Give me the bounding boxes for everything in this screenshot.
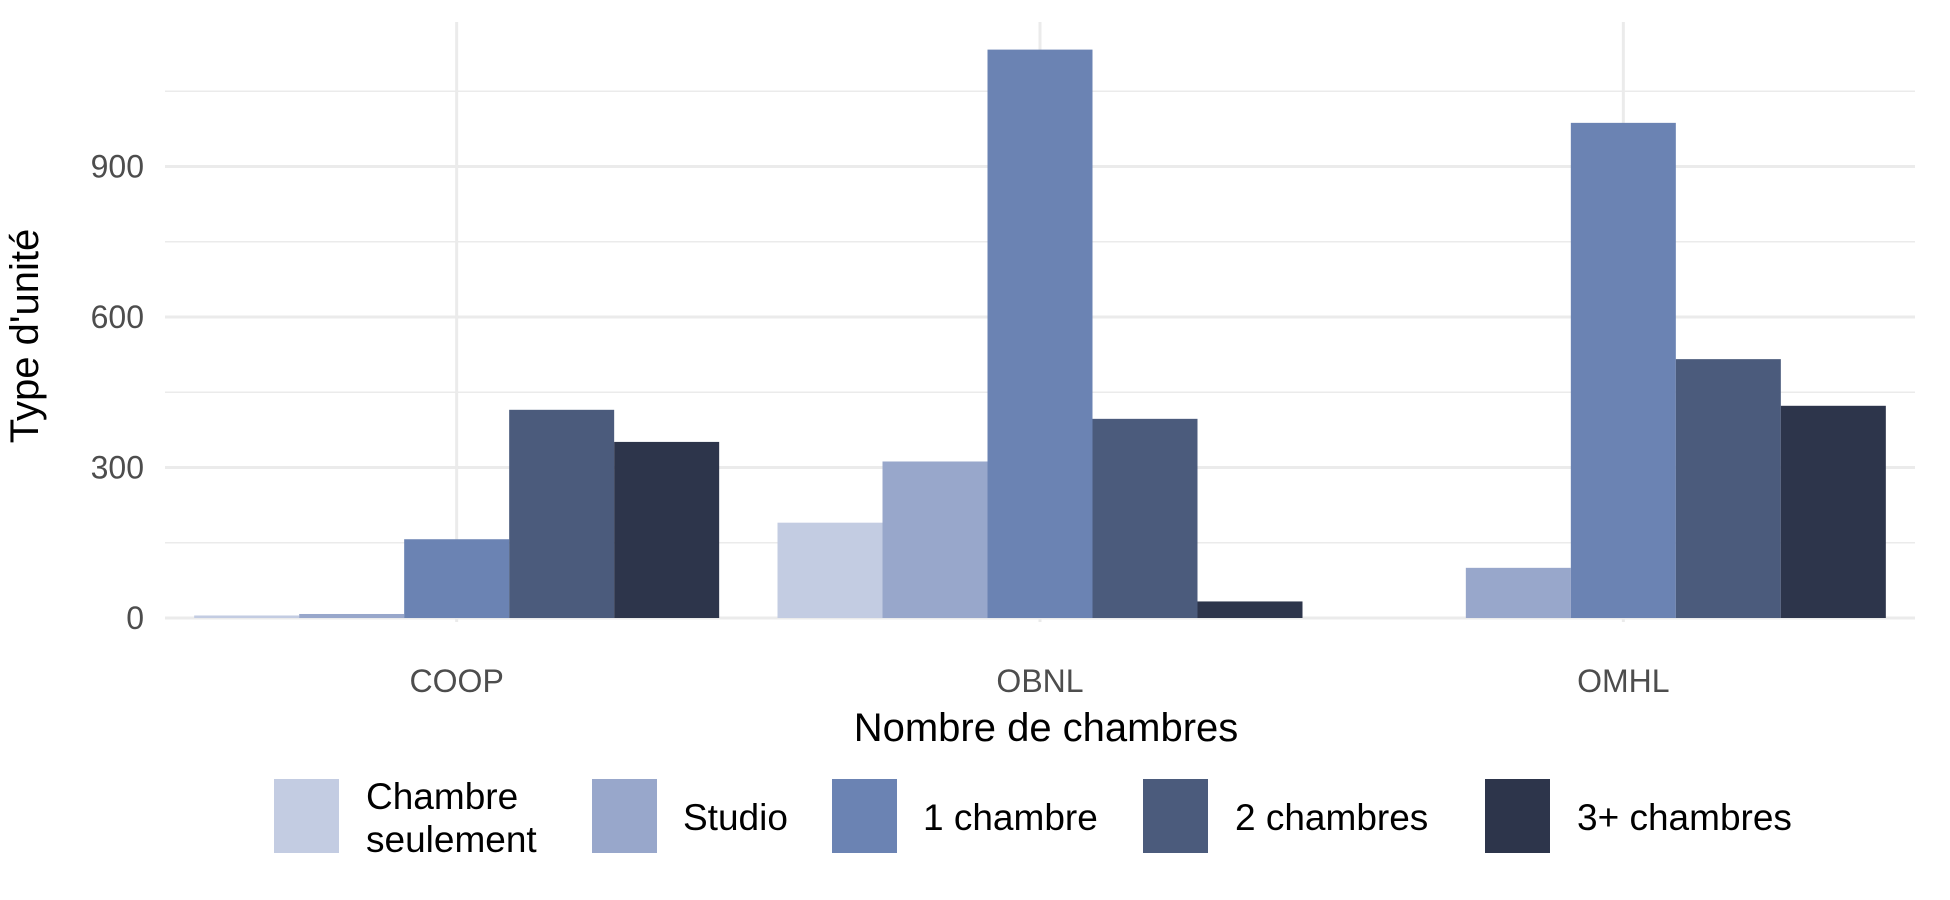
bar-coop-chambre-seulement [194, 615, 300, 618]
bar-coop-1-chambre [404, 539, 510, 618]
legend-label: 1 chambre [923, 797, 1098, 838]
legend-label: 2 chambres [1235, 797, 1428, 838]
legend-key [1143, 779, 1208, 853]
y-tick-label: 0 [126, 600, 144, 636]
legend: Chambre seulement Studio 1 chambre 2 chambre… [274, 776, 1792, 860]
bar-omhl-1-chambre [1570, 122, 1676, 618]
bars [194, 49, 1886, 618]
y-axis-title: Type d'unité [3, 229, 47, 443]
x-axis-title: Nombre de chambres [854, 706, 1239, 750]
legend-key [832, 779, 897, 853]
y-tick-labels: 0 300 600 900 [91, 149, 144, 637]
bar-omhl-3-chambres [1780, 405, 1886, 618]
legend-label: Studio [683, 797, 788, 838]
x-tick-labels: COOP OBNL OMHL [410, 663, 1670, 699]
bar-obnl-1-chambre [987, 49, 1093, 618]
bar-coop-studio [299, 613, 405, 618]
bar-coop-3-chambres [614, 441, 720, 618]
legend-label: Chambre seulement [366, 776, 537, 860]
bar-obnl-chambre-seulement [777, 522, 883, 618]
y-tick-label: 600 [91, 299, 144, 335]
y-tick-label: 300 [91, 450, 144, 486]
x-tick-label: OMHL [1577, 663, 1669, 699]
bar-obnl-2-chambres [1092, 418, 1198, 618]
x-tick-label: COOP [410, 663, 504, 699]
bar-omhl-2-chambres [1675, 359, 1781, 618]
bar-coop-2-chambres [509, 409, 615, 618]
bar-omhl-studio [1465, 567, 1571, 618]
bar-obnl-studio [882, 461, 988, 618]
x-tick-label: OBNL [996, 663, 1083, 699]
bar-obnl-3-chambres [1197, 601, 1303, 618]
y-tick-label: 900 [91, 149, 144, 185]
legend-key [274, 779, 339, 853]
legend-key [1485, 779, 1550, 853]
legend-label: 3+ chambres [1577, 797, 1792, 838]
legend-key [592, 779, 657, 853]
